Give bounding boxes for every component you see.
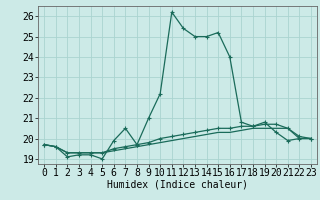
X-axis label: Humidex (Indice chaleur): Humidex (Indice chaleur) [107, 180, 248, 190]
